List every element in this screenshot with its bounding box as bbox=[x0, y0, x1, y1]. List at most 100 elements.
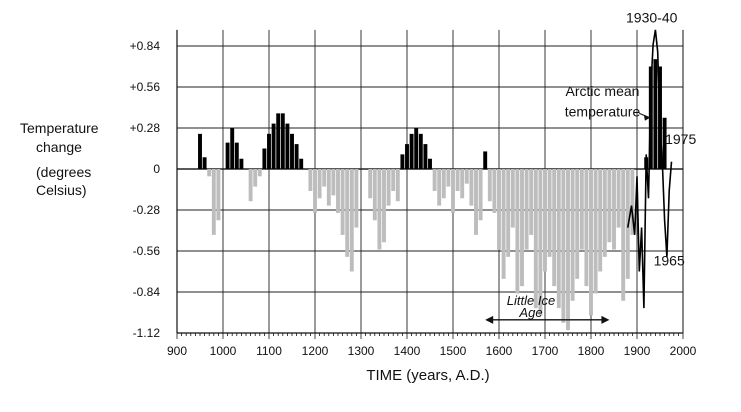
cool-bar bbox=[354, 169, 359, 228]
cool-bar bbox=[372, 169, 377, 221]
cool-bar bbox=[313, 169, 317, 213]
x-tick-label: 1900 bbox=[624, 344, 651, 358]
cool-bar bbox=[556, 169, 561, 309]
cool-bar bbox=[257, 169, 262, 177]
cool-bar bbox=[566, 169, 570, 331]
warm-bar bbox=[662, 117, 667, 169]
cool-bar bbox=[501, 169, 506, 279]
cool-bar bbox=[441, 169, 446, 199]
x-tick-label: 1400 bbox=[394, 344, 421, 358]
cool-bar bbox=[506, 169, 511, 257]
cool-bar bbox=[377, 169, 382, 250]
annotation-arrowhead bbox=[643, 114, 650, 121]
cool-bar bbox=[317, 169, 322, 199]
cool-bar bbox=[538, 169, 543, 316]
cool-bar bbox=[391, 169, 396, 191]
cool-bar bbox=[607, 169, 612, 243]
x-tick-label: 1000 bbox=[210, 344, 237, 358]
x-tick-label: 1500 bbox=[440, 344, 467, 358]
x-tick-label: 1700 bbox=[532, 344, 559, 358]
cool-bar bbox=[524, 169, 529, 250]
y-tick-label: 0 bbox=[153, 162, 160, 176]
cool-bar bbox=[331, 169, 336, 196]
cool-bar bbox=[469, 169, 474, 206]
y-axis-title-line-4: Celsius) bbox=[36, 182, 87, 198]
cool-bar bbox=[211, 169, 216, 235]
cool-bar bbox=[432, 169, 437, 191]
warm-bar bbox=[483, 151, 488, 169]
cool-bar bbox=[382, 169, 386, 243]
cool-bar bbox=[464, 169, 469, 184]
cool-bar bbox=[612, 169, 616, 250]
cool-bar bbox=[437, 169, 442, 206]
annotation-label: temperature bbox=[565, 103, 641, 119]
warm-bar bbox=[230, 128, 235, 169]
y-tick-label: +0.28 bbox=[130, 121, 161, 135]
cool-bar bbox=[520, 169, 524, 287]
cool-bar bbox=[395, 169, 400, 202]
cool-bar bbox=[368, 169, 373, 199]
y-tick-label: -0.56 bbox=[133, 244, 161, 258]
cool-bar bbox=[621, 169, 626, 301]
cool-bar bbox=[253, 169, 258, 187]
x-tick-label: 2000 bbox=[670, 344, 697, 358]
cool-bar bbox=[575, 169, 580, 279]
cool-bar bbox=[579, 169, 584, 250]
warm-bar bbox=[299, 158, 304, 169]
cool-bar bbox=[345, 169, 350, 257]
x-tick-label: 1200 bbox=[302, 344, 329, 358]
annotation-label: 1930-40 bbox=[626, 10, 678, 26]
cool-bar bbox=[349, 169, 354, 272]
warm-bar bbox=[653, 59, 658, 169]
cool-bar bbox=[584, 169, 589, 287]
cool-bar bbox=[602, 169, 607, 257]
cool-bar bbox=[207, 169, 212, 177]
annotation-label: 1965 bbox=[654, 253, 685, 269]
warm-bar bbox=[428, 158, 432, 169]
cool-bar bbox=[515, 169, 520, 294]
y-tick-label: -0.28 bbox=[133, 203, 161, 217]
y-axis-title-line-2: change bbox=[36, 139, 82, 155]
line-series-group bbox=[627, 29, 673, 309]
cool-bar bbox=[308, 169, 313, 191]
warm-bar bbox=[290, 133, 294, 169]
cool-bar bbox=[216, 169, 221, 221]
cool-bar bbox=[474, 169, 478, 235]
cool-bar bbox=[593, 169, 598, 294]
cool-bar bbox=[589, 169, 593, 316]
cool-bar bbox=[460, 169, 465, 199]
cool-bar bbox=[336, 169, 340, 213]
warm-bar bbox=[294, 144, 299, 169]
warm-bar bbox=[405, 144, 409, 169]
cool-bar bbox=[533, 169, 538, 309]
y-tick-labels: +0.84 +0.56 +0.28 0 -0.28 -0.56 -0.84 -1.12 bbox=[130, 39, 161, 340]
y-axis-title-line-1: Temperature bbox=[20, 120, 99, 136]
x-axis-title: TIME (years, A.D.) bbox=[366, 367, 489, 384]
cool-bar bbox=[598, 169, 603, 272]
little-ice-age-label-1: Little Ice bbox=[507, 293, 555, 308]
y-tick-label: +0.56 bbox=[130, 80, 161, 94]
x-tick-label: 1800 bbox=[578, 344, 605, 358]
warm-bar bbox=[202, 157, 207, 169]
warm-bar bbox=[225, 142, 230, 169]
annotations-group: 1930-40 Arctic mean temperature 1975 1965 bbox=[485, 10, 696, 324]
warm-bar bbox=[267, 133, 271, 169]
warm-bar bbox=[280, 113, 285, 169]
cool-bar bbox=[616, 169, 621, 228]
warm-bar bbox=[423, 144, 428, 169]
little-ice-age-arrowhead-left bbox=[485, 315, 494, 324]
y-axis-title-line-3: (degrees bbox=[36, 164, 91, 180]
cool-bar bbox=[322, 169, 327, 187]
annotation-label: Arctic mean bbox=[566, 83, 640, 99]
axes-group bbox=[176, 29, 684, 339]
arctic-mean-temperature-line bbox=[627, 29, 673, 309]
cool-bar bbox=[547, 169, 552, 257]
warm-bar bbox=[276, 113, 281, 169]
x-tick-label: 900 bbox=[167, 344, 187, 358]
warm-bar bbox=[234, 142, 239, 169]
cool-bar bbox=[570, 169, 575, 301]
cool-bar bbox=[446, 169, 451, 187]
x-tick-label: 1600 bbox=[486, 344, 513, 358]
cool-bar bbox=[492, 169, 497, 213]
cool-bar bbox=[510, 169, 515, 228]
